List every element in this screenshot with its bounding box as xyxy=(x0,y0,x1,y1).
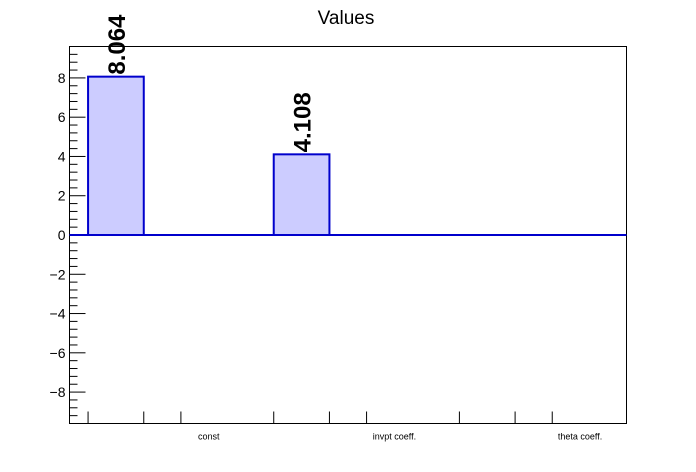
x-category-label: theta coeff. xyxy=(558,432,602,442)
y-tick-label: 0 xyxy=(58,227,66,243)
y-tick-label: −4 xyxy=(50,306,66,322)
bar xyxy=(87,75,145,236)
bars xyxy=(87,75,331,236)
bar-value-label: 8.064 xyxy=(104,14,131,75)
y-tick-label: 8 xyxy=(58,70,66,86)
value-labels: 8.064 4.108 xyxy=(104,14,317,152)
y-tick-label: 2 xyxy=(58,188,66,204)
x-axis: const invpt coeff. theta coeff. xyxy=(87,411,602,442)
x-category-label: const xyxy=(198,432,220,442)
y-axis: −8 −6 −4 −2 0 2 4 6 8 xyxy=(50,46,86,417)
chart-title: Values xyxy=(318,8,375,29)
y-tick-label: −8 xyxy=(50,384,66,400)
bar-value-label: 4.108 xyxy=(290,92,317,152)
y-tick-label: −2 xyxy=(50,266,66,282)
y-tick-label: 4 xyxy=(58,148,66,164)
bar xyxy=(272,153,331,236)
x-category-label: invpt coeff. xyxy=(373,432,416,442)
y-tick-label: −6 xyxy=(50,345,66,361)
y-tick-label: 6 xyxy=(58,109,66,125)
